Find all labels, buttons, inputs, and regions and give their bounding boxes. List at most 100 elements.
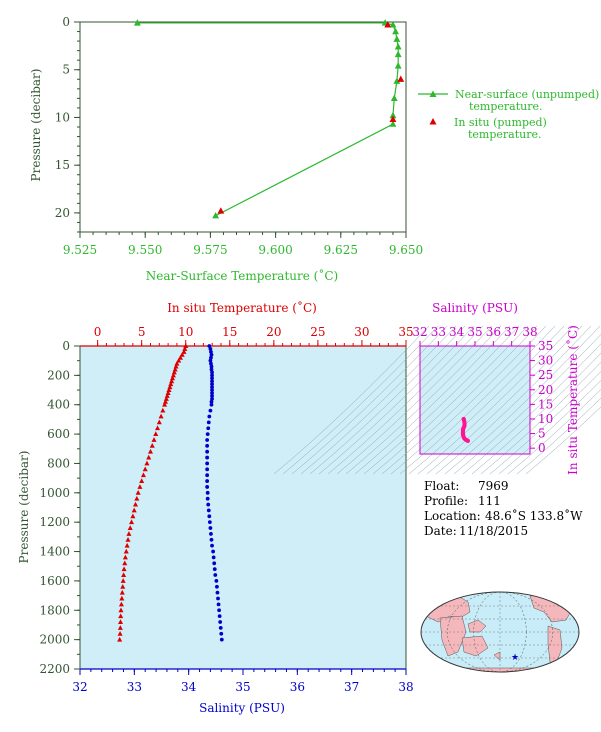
density-contour [408,325,565,475]
top-x-tick-label: 9.550 [128,243,162,257]
salinity-point [207,520,212,525]
density-contour [300,325,457,475]
temperature-point [118,601,124,607]
salinity-point [207,344,212,348]
density-contour [282,325,439,475]
salinity-point [209,361,213,366]
ts-temperature-tick-label: 35 [538,339,553,353]
map-grid [421,592,579,672]
salinity-point [206,508,211,513]
unpumped-temperature-point [393,35,401,42]
density-contour [498,380,601,475]
temperature-point [167,384,173,390]
temperature-point [151,437,157,442]
temperature-point [183,343,189,348]
salinity-point [205,479,210,483]
legend-unpumped-label: Near-surface (unpumped) [455,88,599,101]
temperature-point [117,625,123,630]
density-contour [309,325,466,475]
temperature-point [119,595,125,601]
ts-salinity-tick-label: 33 [431,325,446,339]
pressure-tick-label: 1200 [39,515,70,529]
salinity-point [210,543,214,548]
temperature-point [134,495,140,501]
top-x-tick-label: 9.575 [193,243,227,257]
unpumped-temperature-point [389,120,397,127]
temperature-point [124,542,130,548]
temperature-point [119,589,125,595]
profile-value: 111 [478,494,501,508]
density-contour [273,325,430,475]
location-label: Location: [424,509,481,523]
top-x-tick-label: 9.625 [324,243,358,257]
density-contour [507,388,601,475]
top-y-tick-label: 0 [62,15,70,29]
salinity-point [210,370,214,375]
temperature-tick-label: 35 [398,325,413,339]
salinity-point [208,347,213,351]
salinity-tick-label: 36 [290,680,305,694]
pressure-tick-label: 2200 [39,662,70,676]
pressure-tick-label: 800 [47,456,70,470]
temperature-point [169,378,175,384]
salinity-point [211,549,216,554]
pumped-temperature-point [384,21,392,28]
temperature-point [156,419,162,425]
temperature-point [120,583,126,589]
salinity-point [210,376,214,381]
ts-background [420,346,530,454]
density-contour [327,325,484,475]
ts-temperature-tick-label: 15 [538,397,553,411]
top-x-ticks: 9.525 9.550 9.575 9.600 9.625 9.650 [63,232,423,257]
density-contour [390,325,547,475]
salinity-point [215,584,219,589]
salinity-point [210,396,214,401]
legend-unpumped-marker [429,90,437,97]
salinity-point [217,608,221,613]
density-contour [426,325,583,475]
salinity-point [209,367,214,372]
ts-salinity-tick-label: 32 [412,325,427,339]
ts-salinity-tick-label: 36 [486,325,501,339]
salinity-point [210,388,214,392]
ts-series [460,416,470,443]
density-contour [291,325,448,475]
salinity-point [210,385,214,390]
temperature-point [165,390,171,395]
unpumped-temperature-point [394,62,402,69]
temperature-point [137,484,143,489]
temperature-point [117,630,123,636]
temperature-point [166,387,172,393]
salinity-point [218,620,223,624]
unpumped-temperature-point [394,43,402,50]
pressure-axis-label: Pressure (decibar) [17,451,31,564]
salinity-tick-label: 34 [181,680,197,694]
temperature-point [140,472,146,478]
pressure-tick-label: 1000 [39,486,70,500]
salinity-point [210,379,214,384]
top-plot-frame [79,21,407,233]
temperature-point [179,352,185,357]
density-contour [399,325,556,475]
ts-temperature-tick-label: 20 [538,383,553,397]
ts-salinity-ticks: 32 33 34 35 36 37 38 [412,325,538,346]
salinity-tick-label: 35 [235,680,250,694]
temperature-point [158,413,164,419]
temperature-point [121,566,127,572]
salinity-point [205,461,210,466]
salinity-point [209,532,213,536]
top-y-tick-label: 15 [55,158,70,172]
density-contour [336,325,493,475]
salinity-point [209,399,214,404]
temperature-point [173,363,179,369]
salinity-point [212,567,217,572]
temperature-point [118,613,124,619]
temperature-point [129,519,135,525]
temperature-tick-label: 30 [354,325,369,339]
density-contour [417,325,574,475]
unpumped-temperature-point [392,27,399,35]
float-location-star-icon: ★ [511,653,519,663]
location-map: ★ [420,591,580,673]
